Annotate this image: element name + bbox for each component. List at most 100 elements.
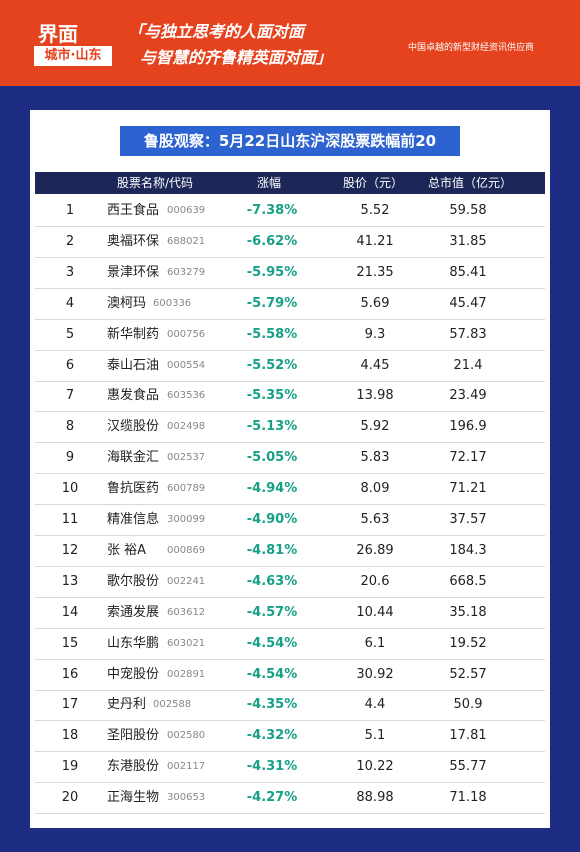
price: 41.21 (356, 233, 394, 249)
rank: 20 (61, 790, 79, 806)
change: -4.35% (246, 697, 298, 713)
rank: 14 (61, 604, 79, 620)
market-cap: 50.9 (453, 697, 483, 713)
code: 603612 (167, 606, 206, 618)
code: 000554 (167, 359, 206, 371)
market-cap: 37.57 (449, 512, 487, 527)
code: 603536 (167, 390, 206, 402)
market-cap: 85.41 (449, 264, 487, 280)
column-header: 股价（元） (343, 176, 404, 190)
code: 300653 (167, 792, 206, 804)
market-cap: 59.58 (449, 203, 487, 218)
rank: 3 (65, 264, 75, 280)
name: 索通发展 (107, 604, 160, 620)
table-row: 11 精准信息 300099 -4.90% 5.63 37.57 (35, 505, 545, 536)
column-header: 涨幅 (257, 176, 282, 190)
table-title: 鲁股观察：5月22日山东沪深股票跌幅前20 (120, 126, 460, 156)
code: 603021 (167, 637, 206, 649)
market-cap: 71.21 (449, 481, 487, 497)
price: 4.45 (360, 357, 390, 373)
table-row: 14 索通发展 603612 -4.57% 10.44 35.18 (35, 598, 545, 629)
name: 史丹利 (107, 697, 147, 713)
code: 000756 (167, 328, 206, 340)
price: 13.98 (356, 388, 394, 404)
change: -5.58% (246, 326, 298, 342)
name: 圣阳股份 (107, 728, 160, 744)
rank: 8 (65, 419, 75, 435)
price: 5.83 (360, 450, 390, 466)
change: -5.79% (246, 295, 298, 311)
name: 新华制药 (107, 326, 160, 342)
price: 21.35 (356, 264, 394, 280)
code: 688021 (167, 235, 206, 247)
rank: 2 (65, 233, 75, 249)
logo: 界面 (38, 22, 78, 46)
market-cap: 55.77 (449, 759, 487, 775)
table-row: 2 奥福环保 688021 -6.62% 41.21 31.85 (35, 227, 545, 258)
table-row: 7 惠发食品 603536 -5.35% 13.98 23.49 (35, 381, 545, 413)
table-row: 9 海联金汇 002537 -5.05% 5.83 72.17 (35, 443, 545, 475)
change: -4.27% (246, 790, 298, 806)
market-cap: 17.81 (449, 728, 487, 744)
name: 东港股份 (107, 759, 160, 775)
market-cap: 31.85 (449, 233, 487, 249)
slogan: 「与独立思考的人面对面 (128, 22, 305, 41)
code: 002241 (167, 575, 206, 587)
table-row: 1 西王食品 000639 -7.38% 5.52 59.58 (35, 196, 545, 227)
price: 5.92 (360, 419, 390, 435)
change: -4.63% (246, 573, 298, 589)
price: 6.1 (364, 635, 386, 651)
table-row: 5 新华制药 000756 -5.58% 9.3 57.83 (35, 320, 545, 351)
change: -4.90% (246, 512, 298, 527)
header-band (0, 0, 580, 86)
price: 5.63 (360, 512, 390, 527)
code: 000639 (167, 205, 206, 216)
code: 002498 (167, 421, 206, 433)
table-row: 4 澳柯玛 600336 -5.79% 5.69 45.47 (35, 289, 545, 320)
table-row: 3 景津环保 603279 -5.95% 21.35 85.41 (35, 258, 545, 289)
price: 20.6 (360, 573, 390, 589)
table-row: 10 鲁抗医药 600789 -4.94% 8.09 71.21 (35, 474, 545, 506)
rank: 5 (65, 326, 75, 342)
market-cap: 668.5 (449, 573, 487, 589)
name: 海联金汇 (107, 450, 160, 466)
market-cap: 184.3 (449, 542, 487, 558)
name: 中宠股份 (107, 666, 160, 682)
logo-sub: 城市·山东 (34, 46, 112, 66)
name: 张 裕A (107, 542, 147, 558)
rank: 10 (61, 481, 79, 497)
rank: 15 (61, 635, 79, 651)
column-header: 股票名称/代码 (117, 176, 194, 190)
market-cap: 45.47 (449, 295, 487, 311)
market-cap: 21.4 (453, 357, 483, 373)
rank: 9 (65, 450, 75, 466)
rank: 4 (65, 295, 75, 311)
rank: 7 (65, 388, 75, 404)
code: 002580 (167, 730, 206, 742)
price: 9.3 (364, 326, 386, 342)
code: 000869 (167, 544, 206, 556)
change: -4.54% (246, 635, 298, 651)
rank: 16 (61, 666, 79, 682)
change: -5.95% (246, 264, 298, 280)
rank: 17 (61, 697, 79, 713)
table-row: 17 史丹利 002588 -4.35% 4.4 50.9 (35, 690, 545, 722)
name: 澳柯玛 (107, 295, 147, 311)
price: 88.98 (356, 790, 394, 806)
code: 002588 (153, 699, 192, 711)
price: 5.52 (360, 203, 390, 218)
rank: 1 (65, 203, 75, 218)
table-row: 19 东港股份 002117 -4.31% 10.22 55.77 (35, 752, 545, 784)
change: -6.62% (246, 233, 298, 249)
card (30, 110, 550, 828)
change: -4.94% (246, 481, 298, 497)
price: 26.89 (356, 542, 394, 558)
table-row: 20 正海生物 300653 -4.27% 88.98 71.18 (35, 783, 545, 815)
change: -4.57% (246, 604, 298, 620)
change: -5.52% (246, 357, 298, 373)
code: 002537 (167, 452, 206, 464)
table-header: 股票名称/代码 涨幅 股价（元） 总市值（亿元） (35, 172, 545, 194)
name: 惠发食品 (107, 388, 160, 404)
price: 10.22 (356, 759, 394, 775)
price: 5.69 (360, 295, 390, 311)
